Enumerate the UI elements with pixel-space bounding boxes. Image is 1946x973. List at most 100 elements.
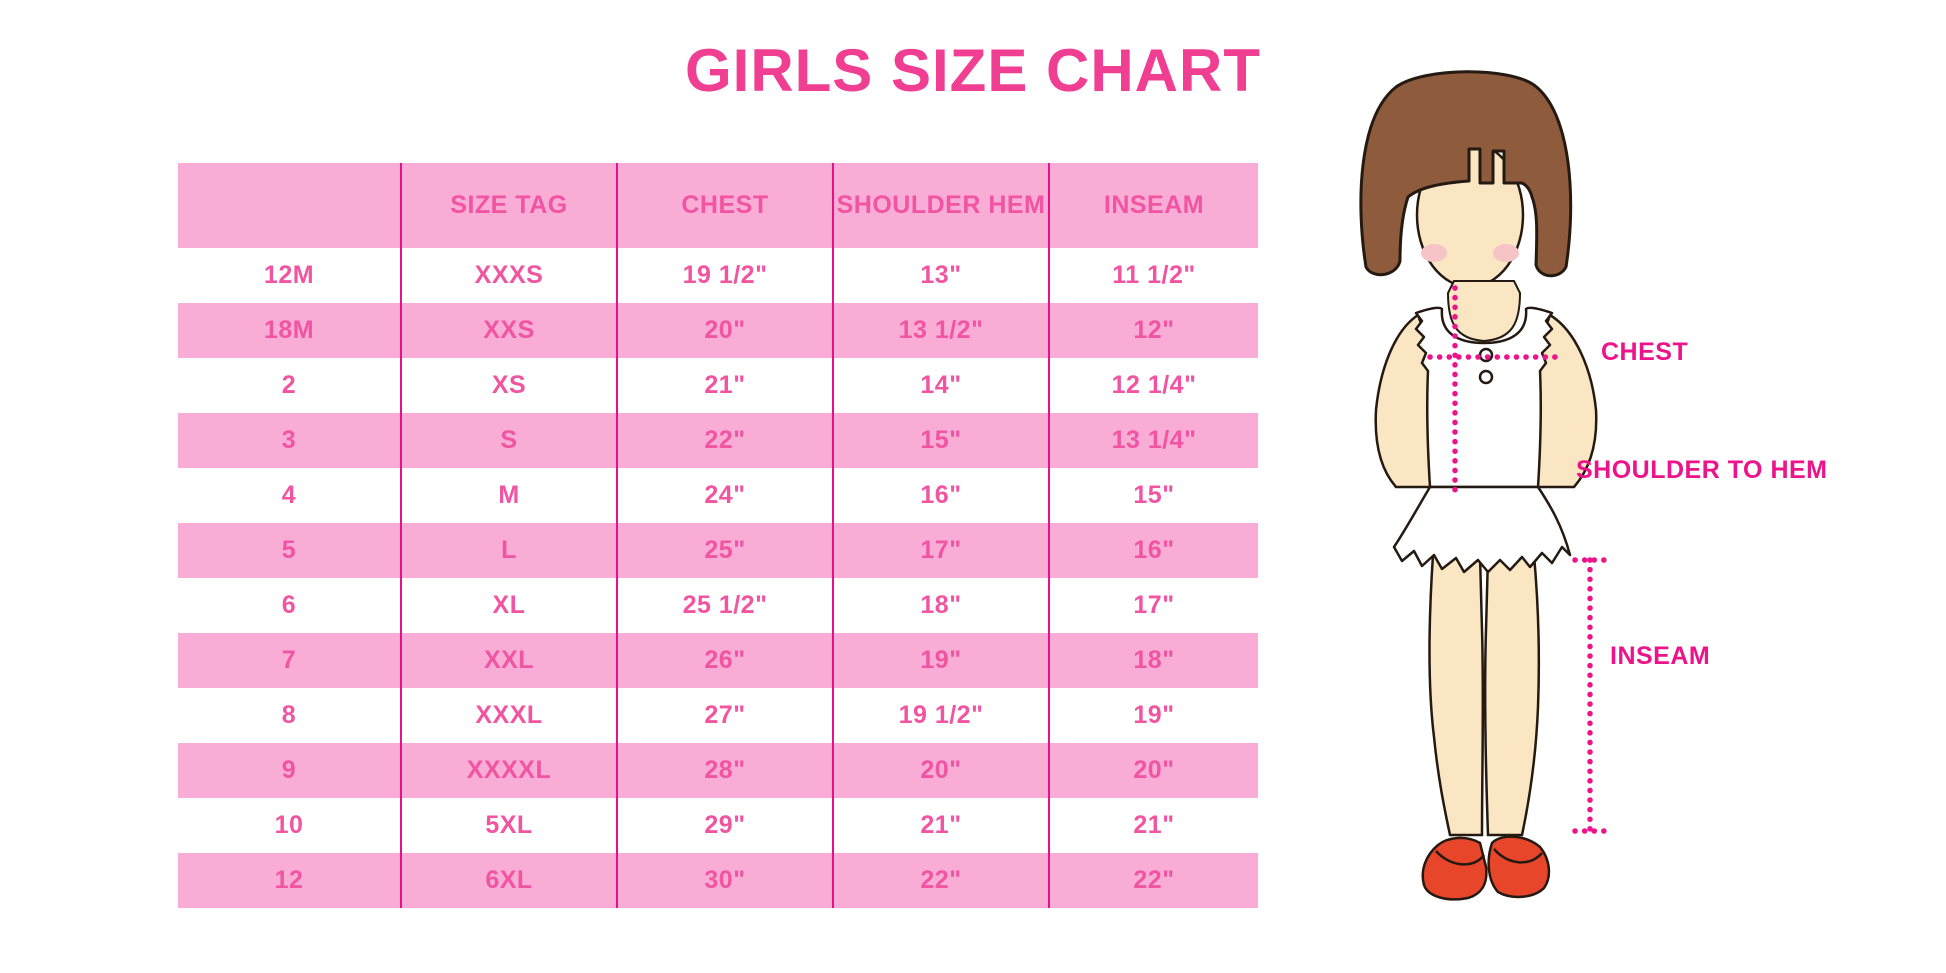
girl-skirt-ruffle xyxy=(1392,485,1572,574)
cell-chest: 25 1/2" xyxy=(616,578,832,633)
figure-label-shoulder-to-hem: SHOULDER TO HEM xyxy=(1576,456,1828,484)
size-table: SIZE TAG CHEST SHOULDER HEM INSEAM 12M X… xyxy=(178,163,1258,908)
header-inseam: INSEAM xyxy=(1048,163,1258,248)
figure-label-inseam: INSEAM xyxy=(1610,642,1711,670)
girl-top-bodice xyxy=(1414,306,1554,489)
table-row: 4 M 24" 16" 15" xyxy=(178,468,1258,523)
header-blank xyxy=(178,163,400,248)
cell-shoulder-hem: 15" xyxy=(832,413,1048,468)
blush-left xyxy=(1421,244,1447,262)
cell-shoulder-hem: 18" xyxy=(832,578,1048,633)
cell-size-tag: XS xyxy=(400,358,616,413)
cell-inseam: 17" xyxy=(1048,578,1258,633)
cell-inseam: 19" xyxy=(1048,688,1258,743)
cell-inseam: 18" xyxy=(1048,633,1258,688)
cell-chest: 22" xyxy=(616,413,832,468)
header-chest: CHEST xyxy=(616,163,832,248)
girl-neck xyxy=(1446,280,1522,343)
cell-inseam: 11 1/2" xyxy=(1048,248,1258,303)
cell-shoulder-hem: 21" xyxy=(832,798,1048,853)
cell-size-tag: L xyxy=(400,523,616,578)
table-row: 8 XXXL 27" 19 1/2" 19" xyxy=(178,688,1258,743)
figure-label-chest: CHEST xyxy=(1601,338,1689,366)
top-button-2 xyxy=(1478,369,1494,385)
cell-size-tag: XXXS xyxy=(400,248,616,303)
cell-inseam: 21" xyxy=(1048,798,1258,853)
cell-size: 7 xyxy=(281,646,297,674)
girl-figure-illustration xyxy=(1359,70,1609,901)
table-row: 12M XXXS 19 1/2" 13" 11 1/2" xyxy=(178,248,1258,303)
cell-size-tag: XXXXL xyxy=(400,743,616,798)
table-header-row: SIZE TAG CHEST SHOULDER HEM INSEAM xyxy=(178,163,1258,248)
table-row: 9 XXXXL 28" 20" 20" xyxy=(178,743,1258,798)
cell-size: 10 xyxy=(274,811,304,839)
cell-shoulder-hem: 19 1/2" xyxy=(832,688,1048,743)
table-row: 3 S 22" 15" 13 1/4" xyxy=(178,413,1258,468)
girl-arm-right xyxy=(1534,313,1598,489)
girl-shoe-right xyxy=(1487,835,1551,899)
cell-size: 12M xyxy=(263,261,315,289)
table-row: 6 XL 25 1/2" 18" 17" xyxy=(178,578,1258,633)
cell-shoulder-hem: 13 1/2" xyxy=(832,303,1048,358)
cell-chest: 27" xyxy=(616,688,832,743)
cell-chest: 28" xyxy=(616,743,832,798)
cell-size: 3 xyxy=(281,426,297,454)
girl-arm-left xyxy=(1374,313,1434,489)
table-row: 7 XXL 26" 19" 18" xyxy=(178,633,1258,688)
cell-shoulder-hem: 22" xyxy=(832,853,1048,908)
cell-chest: 20" xyxy=(616,303,832,358)
cell-size-tag: XXS xyxy=(400,303,616,358)
girl-shoe-left xyxy=(1421,836,1488,901)
cell-chest: 21" xyxy=(616,358,832,413)
cell-size: 2 xyxy=(281,371,297,399)
cell-size: 12 xyxy=(274,866,304,894)
cell-inseam: 12 1/4" xyxy=(1048,358,1258,413)
header-shoulder-hem: SHOULDER HEM xyxy=(832,163,1048,248)
header-size-tag: SIZE TAG xyxy=(400,163,616,248)
girl-hair xyxy=(1359,70,1573,278)
cell-shoulder-hem: 19" xyxy=(832,633,1048,688)
cell-size-tag: XXL xyxy=(400,633,616,688)
girl-leg-left xyxy=(1428,553,1485,837)
cell-inseam: 15" xyxy=(1048,468,1258,523)
cell-shoulder-hem: 14" xyxy=(832,358,1048,413)
cell-size: 8 xyxy=(281,701,297,729)
cell-size-tag: 6XL xyxy=(400,853,616,908)
cell-size-tag: M xyxy=(400,468,616,523)
cell-chest: 25" xyxy=(616,523,832,578)
cell-inseam: 22" xyxy=(1048,853,1258,908)
cell-chest: 30" xyxy=(616,853,832,908)
cell-chest: 19 1/2" xyxy=(616,248,832,303)
cell-shoulder-hem: 17" xyxy=(832,523,1048,578)
cell-chest: 26" xyxy=(616,633,832,688)
cell-shoulder-hem: 13" xyxy=(832,248,1048,303)
cell-size: 6 xyxy=(281,591,297,619)
blush-right xyxy=(1493,244,1519,262)
cell-chest: 29" xyxy=(616,798,832,853)
cell-inseam: 12" xyxy=(1048,303,1258,358)
cell-chest: 24" xyxy=(616,468,832,523)
table-row: 5 L 25" 17" 16" xyxy=(178,523,1258,578)
cell-shoulder-hem: 20" xyxy=(832,743,1048,798)
cell-size: 5 xyxy=(281,536,297,564)
cell-size: 9 xyxy=(281,756,297,784)
table-row: 10 5XL 29" 21" 21" xyxy=(178,798,1258,853)
table-row: 12 6XL 30" 22" 22" xyxy=(178,853,1258,908)
cell-size-tag: XL xyxy=(400,578,616,633)
shoe-strap-left xyxy=(1435,850,1486,866)
cell-size: 4 xyxy=(281,481,297,509)
cell-size-tag: 5XL xyxy=(400,798,616,853)
page-title: GIRLS SIZE CHART xyxy=(684,37,1261,104)
cell-inseam: 20" xyxy=(1048,743,1258,798)
shoe-strap-right xyxy=(1493,848,1543,864)
cell-size: 18M xyxy=(263,316,315,344)
cell-shoulder-hem: 16" xyxy=(832,468,1048,523)
cell-size-tag: S xyxy=(400,413,616,468)
table-row: 2 XS 21" 14" 12 1/4" xyxy=(178,358,1258,413)
cell-inseam: 13 1/4" xyxy=(1048,413,1258,468)
cell-inseam: 16" xyxy=(1048,523,1258,578)
cell-size-tag: XXXL xyxy=(400,688,616,743)
table-row: 18M XXS 20" 13 1/2" 12" xyxy=(178,303,1258,358)
girl-leg-right xyxy=(1483,553,1541,837)
